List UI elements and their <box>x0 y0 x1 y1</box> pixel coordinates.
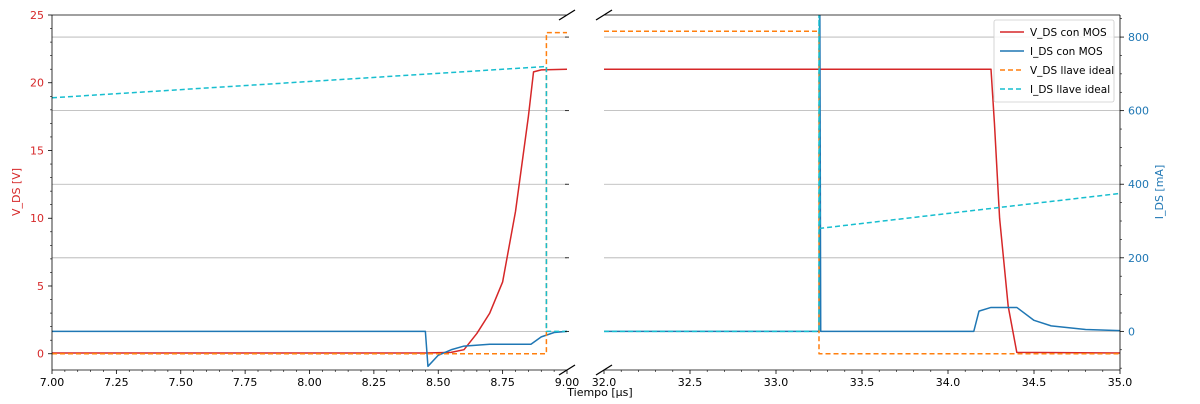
series-line-vds_ideal-left <box>52 31 567 355</box>
y-right-tick-label: 0 <box>1128 325 1135 338</box>
axis-labels: Tiempo [μs] V_DS [V] I_DS [mA] <box>10 165 1166 399</box>
x-left-tick-label: 8.75 <box>490 376 515 389</box>
series-line-vds_mos-left <box>52 68 567 354</box>
x-left-tick-label: 8.50 <box>426 376 451 389</box>
legend-label-ids_mos: I_DS con MOS <box>1030 46 1103 58</box>
x-left-tick-label: 8.25 <box>362 376 387 389</box>
x-right-tick-label: 33.5 <box>850 376 875 389</box>
y-left-tick-label: 0 <box>37 348 44 361</box>
legend: V_DS con MOS I_DS con MOS V_DS llave ideal… <box>993 19 1115 103</box>
legend-label-ids_ideal: I_DS llave ideal <box>1030 84 1110 96</box>
x-right-tick-label: 33.0 <box>764 376 789 389</box>
y-axis-label-left: V_DS [V] <box>10 168 23 216</box>
axis-break-mark <box>558 9 576 21</box>
axis-break-mark <box>595 9 613 21</box>
y-left-tick-label: 15 <box>30 144 44 157</box>
series-line-ids_mos-left <box>52 330 567 368</box>
grid <box>52 36 1120 332</box>
x-left-tick-label: 7.25 <box>104 376 129 389</box>
y-right-tick-label: 600 <box>1128 105 1149 118</box>
x-left-tick-label: 9.00 <box>555 376 580 389</box>
y-left-tick-label: 10 <box>30 212 44 225</box>
legend-label-vds_ideal: V_DS llave ideal <box>1030 65 1114 77</box>
y-right-tick-label: 400 <box>1128 178 1149 191</box>
x-right-tick-label: 35.0 <box>1108 376 1133 389</box>
x-axis-label: Tiempo [μs] <box>566 386 632 399</box>
x-right-tick-label: 32.5 <box>678 376 703 389</box>
x-right-tick-label: 34.5 <box>1022 376 1047 389</box>
y-right-tick-label: 800 <box>1128 31 1149 44</box>
x-right-tick-label: 32.0 <box>592 376 617 389</box>
y-axis-label-right: I_DS [mA] <box>1153 165 1166 220</box>
series-line-vds_mos-right <box>604 68 1120 354</box>
legend-box <box>993 19 1115 103</box>
legend-label-vds_mos: V_DS con MOS <box>1030 27 1107 39</box>
series <box>52 15 1120 368</box>
y-left-tick-label: 20 <box>30 77 44 90</box>
series-line-ids_ideal-left <box>52 65 567 333</box>
x-left-tick-label: 7.50 <box>169 376 194 389</box>
x-left-tick-label: 7.75 <box>233 376 258 389</box>
x-left-tick-label: 8.00 <box>297 376 322 389</box>
axes: 0 5 10 15 20 25 0 200 400 600 800 7.00 7.25 7.50 7.75 8… <box>30 9 1149 389</box>
x-left-tick-label: 7.00 <box>40 376 65 389</box>
y-right-tick-label: 200 <box>1128 252 1149 265</box>
x-right-tick-label: 34.0 <box>936 376 961 389</box>
y-left-tick-label: 5 <box>37 280 44 293</box>
y-left-tick-label: 25 <box>30 9 44 22</box>
